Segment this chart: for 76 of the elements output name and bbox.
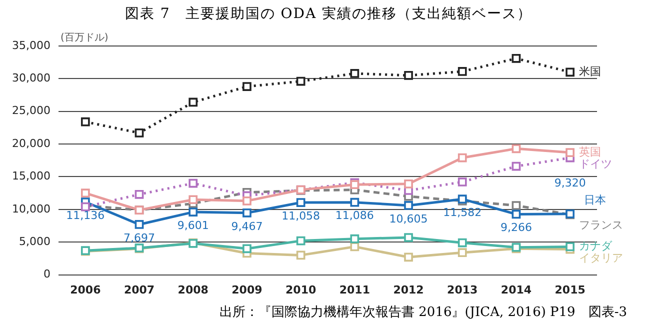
series-label: 英国 bbox=[579, 145, 602, 158]
point bbox=[350, 198, 360, 207]
y-tick-label: 25,000 bbox=[12, 104, 50, 118]
text: 出所：『国際協力機構年次報告書 2016』(JICA, 2016) P19 図表-3 bbox=[218, 304, 628, 322]
point bbox=[188, 208, 198, 216]
point bbox=[296, 236, 306, 246]
point bbox=[80, 188, 90, 198]
point bbox=[242, 82, 252, 91]
point bbox=[134, 220, 144, 229]
point bbox=[458, 178, 467, 186]
y-tick-label: 10,000 bbox=[12, 202, 50, 216]
point bbox=[458, 248, 467, 258]
point bbox=[188, 98, 198, 107]
point bbox=[80, 117, 90, 126]
x-tick-label: 2011 bbox=[339, 283, 370, 296]
x-tick-label: 2015 bbox=[554, 283, 586, 296]
series-label: ドイツ bbox=[579, 157, 612, 170]
point bbox=[188, 178, 198, 188]
point bbox=[404, 233, 413, 242]
x-tick-label: 2008 bbox=[178, 283, 208, 296]
point bbox=[512, 144, 521, 154]
y-tick-label: 35,000 bbox=[12, 38, 50, 52]
point bbox=[458, 238, 467, 248]
point bbox=[188, 195, 198, 204]
y-axis-title: (百万ドル) bbox=[60, 32, 108, 44]
point bbox=[350, 234, 360, 244]
point bbox=[404, 252, 413, 262]
y-tick-label: 30,000 bbox=[12, 72, 50, 85]
point bbox=[242, 244, 252, 254]
data-label: 9,266 bbox=[500, 221, 532, 234]
point bbox=[350, 69, 360, 78]
x-tick-label: 2014 bbox=[500, 283, 532, 296]
point bbox=[566, 242, 575, 252]
data-label: 11,058 bbox=[282, 209, 320, 222]
point bbox=[404, 70, 413, 80]
point bbox=[242, 208, 252, 218]
point bbox=[134, 128, 144, 138]
data-label: 9,601 bbox=[177, 218, 209, 232]
x-tick-label: 2013 bbox=[447, 283, 478, 296]
point bbox=[458, 67, 467, 76]
x-tick-label: 2009 bbox=[232, 283, 262, 296]
data-label: 11,086 bbox=[335, 209, 374, 222]
y-tick-label: 20,000 bbox=[12, 136, 50, 150]
data-label: 7,697 bbox=[124, 231, 156, 244]
x-tick-label: 2007 bbox=[124, 283, 155, 296]
point bbox=[404, 201, 413, 210]
data-label: 10,605 bbox=[389, 212, 428, 226]
point bbox=[566, 148, 575, 157]
point bbox=[512, 201, 521, 210]
point bbox=[296, 76, 306, 86]
series-label: 日本 bbox=[584, 194, 606, 207]
data-label: 9,467 bbox=[231, 220, 263, 233]
point bbox=[404, 180, 413, 188]
data-label: 11,582 bbox=[443, 206, 482, 219]
series-label: イタリア bbox=[579, 252, 624, 265]
series-label: カナダ bbox=[579, 240, 614, 253]
point bbox=[512, 210, 521, 219]
point bbox=[296, 198, 306, 207]
point bbox=[296, 250, 306, 260]
point bbox=[512, 54, 521, 63]
x-tick-label: 2010 bbox=[286, 283, 316, 296]
data-label: 11,136 bbox=[66, 208, 105, 222]
x-tick-label: 2012 bbox=[393, 283, 424, 296]
point bbox=[458, 153, 467, 162]
x-tick-label: 2006 bbox=[70, 283, 102, 296]
point bbox=[134, 190, 144, 199]
point bbox=[566, 68, 575, 77]
y-tick-label: 0 bbox=[43, 268, 50, 281]
y-tick-label: 15,000 bbox=[12, 170, 50, 183]
series-label: フランス bbox=[579, 218, 624, 232]
series-label: 米国 bbox=[579, 65, 602, 78]
point bbox=[242, 196, 252, 206]
data-label: 9,320 bbox=[554, 176, 586, 190]
point bbox=[512, 162, 521, 171]
chart-title: 図表 7 主要援助国の ODA 実績の推移（支出純額ベース） bbox=[124, 5, 534, 24]
y-tick-label: 5,000 bbox=[18, 234, 50, 248]
